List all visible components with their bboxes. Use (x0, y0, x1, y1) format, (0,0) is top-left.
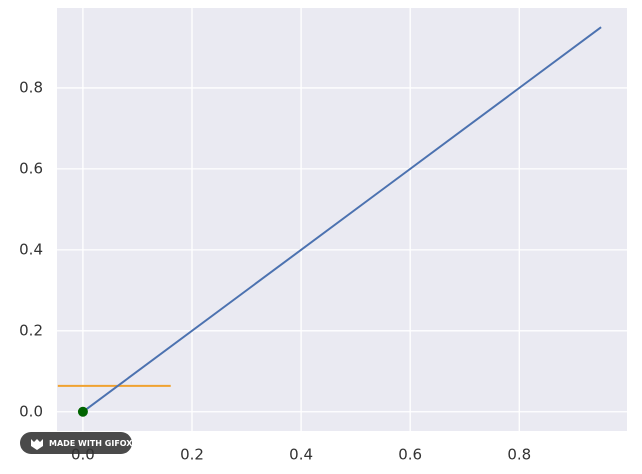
grid (57, 8, 627, 431)
y-tick-label: 0.4 (19, 240, 43, 258)
badge-icon (31, 439, 43, 450)
badge-bg (20, 432, 132, 454)
y-tick-label: 0.8 (19, 78, 43, 96)
series-line (82, 26, 602, 413)
marks (57, 26, 602, 417)
x-tick-label: 0.6 (398, 446, 422, 464)
scatter-point (77, 406, 88, 417)
y-tick-label: 0.6 (19, 159, 43, 177)
x-tick-label: 0.2 (180, 446, 204, 464)
y-tick-label: 0.2 (19, 321, 43, 339)
y-tick-label: 0.0 (19, 402, 43, 420)
watermark-badge: MADE WITH GIFOX (20, 432, 133, 454)
x-tick-label: 0.4 (289, 446, 313, 464)
x-tick-label: 0.0 (71, 446, 95, 464)
watermark: MADE WITH GIFOX (49, 439, 133, 448)
x-tick-label: 0.8 (507, 446, 531, 464)
